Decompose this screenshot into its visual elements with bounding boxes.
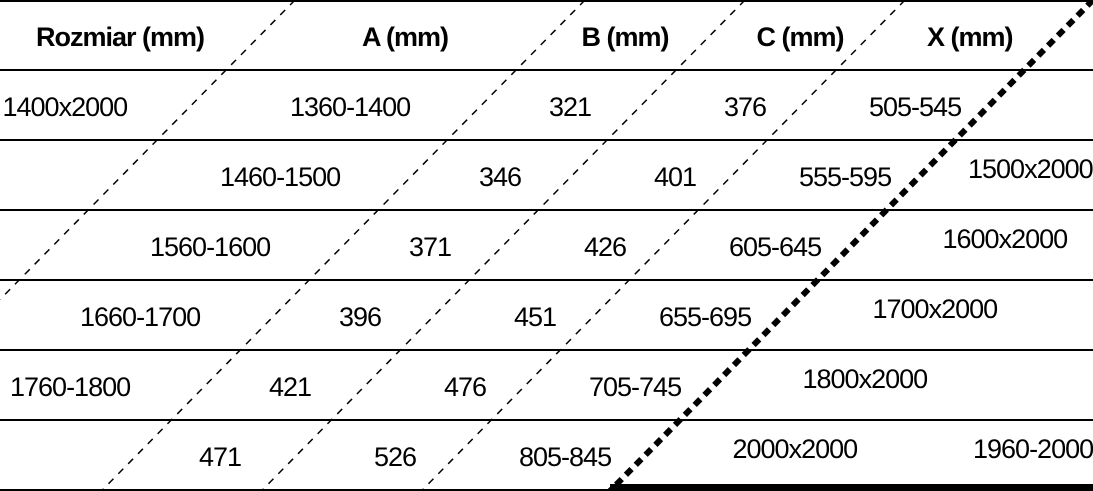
row-divider [0, 349, 1093, 351]
column-divider [420, 0, 906, 491]
column-divider [100, 0, 586, 491]
table-cell: 1800x2000 [802, 364, 929, 394]
wrap-seam [607, 0, 1093, 491]
table-cell: 421 [269, 372, 312, 402]
table-cell: 396 [339, 302, 382, 332]
table-cell: 451 [514, 302, 557, 332]
row-divider [0, 209, 1093, 211]
row-divider [0, 489, 1093, 491]
bottom-border [610, 484, 1093, 491]
table-cell: 805-845 [519, 442, 612, 472]
table-cell: 376 [724, 92, 767, 122]
column-header: B (mm) [581, 22, 670, 52]
table-cell: 401 [654, 162, 697, 192]
table-cell: 476 [444, 372, 487, 402]
table-cell: 605-645 [729, 232, 822, 262]
column-header: Rozmiar (mm) [36, 22, 205, 52]
row-divider [0, 69, 1093, 71]
row-divider [0, 139, 1093, 141]
column-divider [260, 0, 746, 491]
column-header: X (mm) [927, 22, 1014, 52]
table-cell: 1960-2000 [973, 434, 1093, 464]
column-header: A (mm) [362, 22, 449, 52]
column-divider [0, 0, 296, 301]
table-cell: 1560-1600 [150, 232, 271, 262]
table-cell: 1660-1700 [80, 302, 201, 332]
table-cell: 426 [584, 232, 627, 262]
table-cell: 655-695 [659, 302, 752, 332]
table-cell: 555-595 [799, 162, 892, 192]
column-header: C (mm) [756, 22, 845, 52]
table-cell: 321 [549, 92, 592, 122]
table-cell: 1700x2000 [872, 294, 999, 324]
table-cell: 471 [199, 442, 242, 472]
table-cell: 705-745 [589, 372, 682, 402]
row-divider [0, 279, 1093, 281]
table-cell: 1460-1500 [220, 162, 341, 192]
table-cell: 1400x2000 [2, 92, 129, 122]
table-cell: 526 [374, 442, 417, 472]
table-cell: 1360-1400 [290, 92, 411, 122]
row-divider [0, 419, 1093, 421]
table-cell: 1600x2000 [942, 224, 1069, 254]
table-cell: 346 [479, 162, 522, 192]
table-cell: 1500x2000 [968, 154, 1093, 184]
table-cell: 505-545 [869, 92, 962, 122]
table-cell: 2000x2000 [732, 434, 859, 464]
top-border [0, 0, 1093, 2]
table-cell: 1760-1800 [10, 372, 131, 402]
table-cell: 371 [409, 232, 452, 262]
